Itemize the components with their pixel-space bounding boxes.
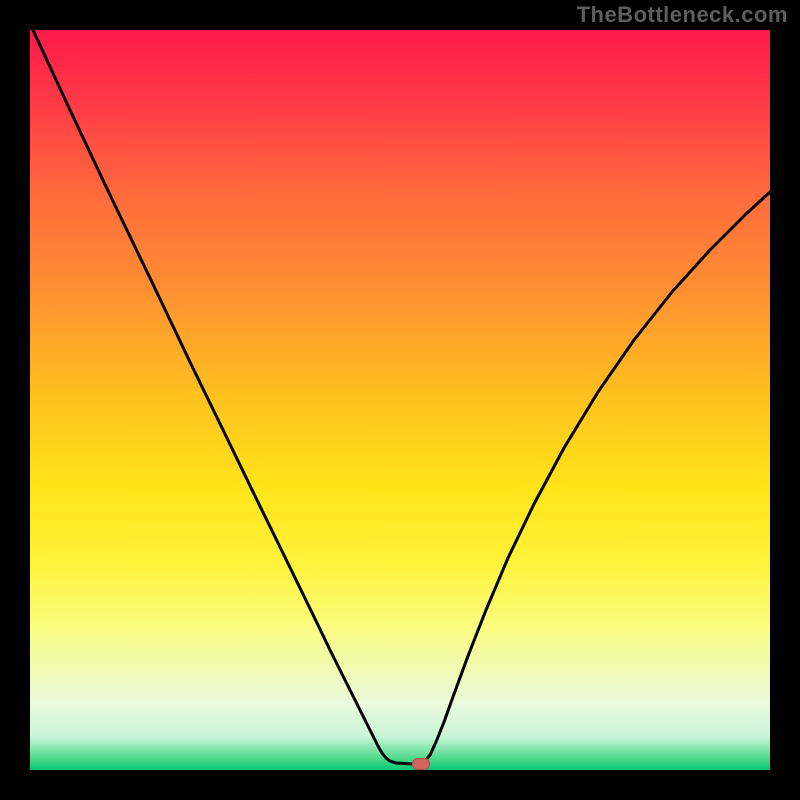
- chart-frame: TheBottleneck.com: [0, 0, 800, 800]
- gradient-background: [30, 30, 770, 770]
- plot-svg: [30, 30, 770, 770]
- minimum-marker: [413, 759, 430, 770]
- watermark-text: TheBottleneck.com: [577, 2, 788, 28]
